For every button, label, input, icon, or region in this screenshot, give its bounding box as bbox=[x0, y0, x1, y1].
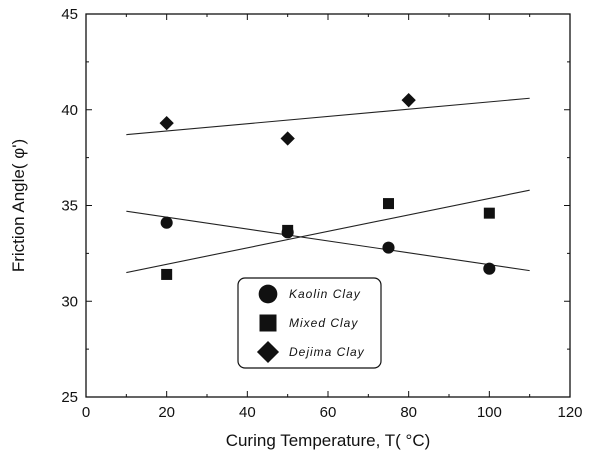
kaolin-clay-trendline bbox=[126, 210, 530, 272]
kaolin-clay-point bbox=[382, 241, 395, 254]
dejima-clay-legend-label: Dejima Clay bbox=[289, 345, 365, 359]
data-points bbox=[159, 93, 496, 280]
kaolin-clay-legend-label: Kaolin Clay bbox=[289, 287, 361, 301]
y-axis: 25 30 35 40 45 bbox=[61, 6, 570, 406]
y-tick-label: 35 bbox=[61, 198, 78, 215]
kaolin-clay-legend-marker bbox=[258, 284, 278, 304]
mixed-clay-legend-marker bbox=[259, 314, 277, 332]
y-tick-label: 40 bbox=[61, 102, 78, 119]
x-tick-label: 0 bbox=[82, 404, 90, 421]
x-tick-label: 80 bbox=[400, 404, 417, 421]
kaolin-clay-point bbox=[483, 262, 496, 275]
x-tick-label: 120 bbox=[557, 404, 582, 421]
mixed-clay-point bbox=[282, 224, 294, 236]
trendlines bbox=[126, 97, 530, 274]
dejima-clay-legend-marker bbox=[256, 340, 280, 364]
mixed-clay-point bbox=[161, 268, 173, 280]
kaolin-clay-point bbox=[160, 216, 173, 229]
y-tick-label: 30 bbox=[61, 293, 78, 310]
dejima-clay-point bbox=[159, 116, 174, 131]
mixed-clay-legend-label: Mixed Clay bbox=[289, 316, 358, 330]
dejima-clay-point bbox=[401, 93, 416, 108]
dejima-clay-point bbox=[280, 131, 295, 146]
x-tick-label: 60 bbox=[320, 404, 337, 421]
y-axis-label: Friction Angle( φ') bbox=[9, 139, 28, 272]
mixed-clay-point bbox=[483, 207, 495, 219]
mixed-clay-point bbox=[383, 198, 394, 210]
mixed-clay-trendline bbox=[126, 189, 530, 274]
x-axis: 0 20 40 60 80 100 120 bbox=[82, 14, 583, 421]
y-tick-label: 25 bbox=[61, 389, 78, 406]
y-tick-label: 45 bbox=[61, 6, 78, 23]
x-tick-label: 40 bbox=[239, 404, 256, 421]
x-tick-label: 100 bbox=[477, 404, 502, 421]
x-axis-label: Curing Temperature, T( °C) bbox=[226, 431, 431, 450]
legend: Kaolin Clay Mixed Clay Dejima Clay bbox=[237, 277, 382, 369]
x-tick-label: 20 bbox=[158, 404, 175, 421]
dejima-clay-trendline bbox=[126, 97, 530, 136]
